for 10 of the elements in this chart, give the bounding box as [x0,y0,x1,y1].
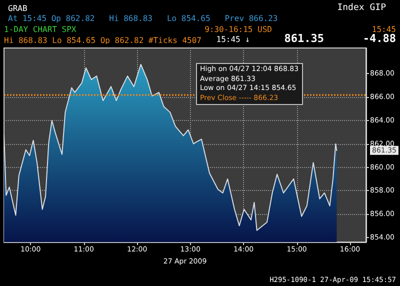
text: 15:45 ↓ [216,35,250,44]
text: -4.88 [362,32,396,45]
text: Index GIP [337,3,386,13]
text: Hi 868.83 Lo 854.65 Op 862.82 #Ticks 4507 [4,36,202,45]
text: 15:45 [372,25,396,34]
text: GRAB [8,4,28,13]
text: 861.35 [284,32,324,45]
text: 9:30-16:15 USD [204,25,272,34]
text: At 15:45 Op 862.82 Hi 868.83 Lo 854.65 Prev 866.23 [8,14,278,23]
chart-title: 1-DAY CHART SPX [4,25,76,34]
